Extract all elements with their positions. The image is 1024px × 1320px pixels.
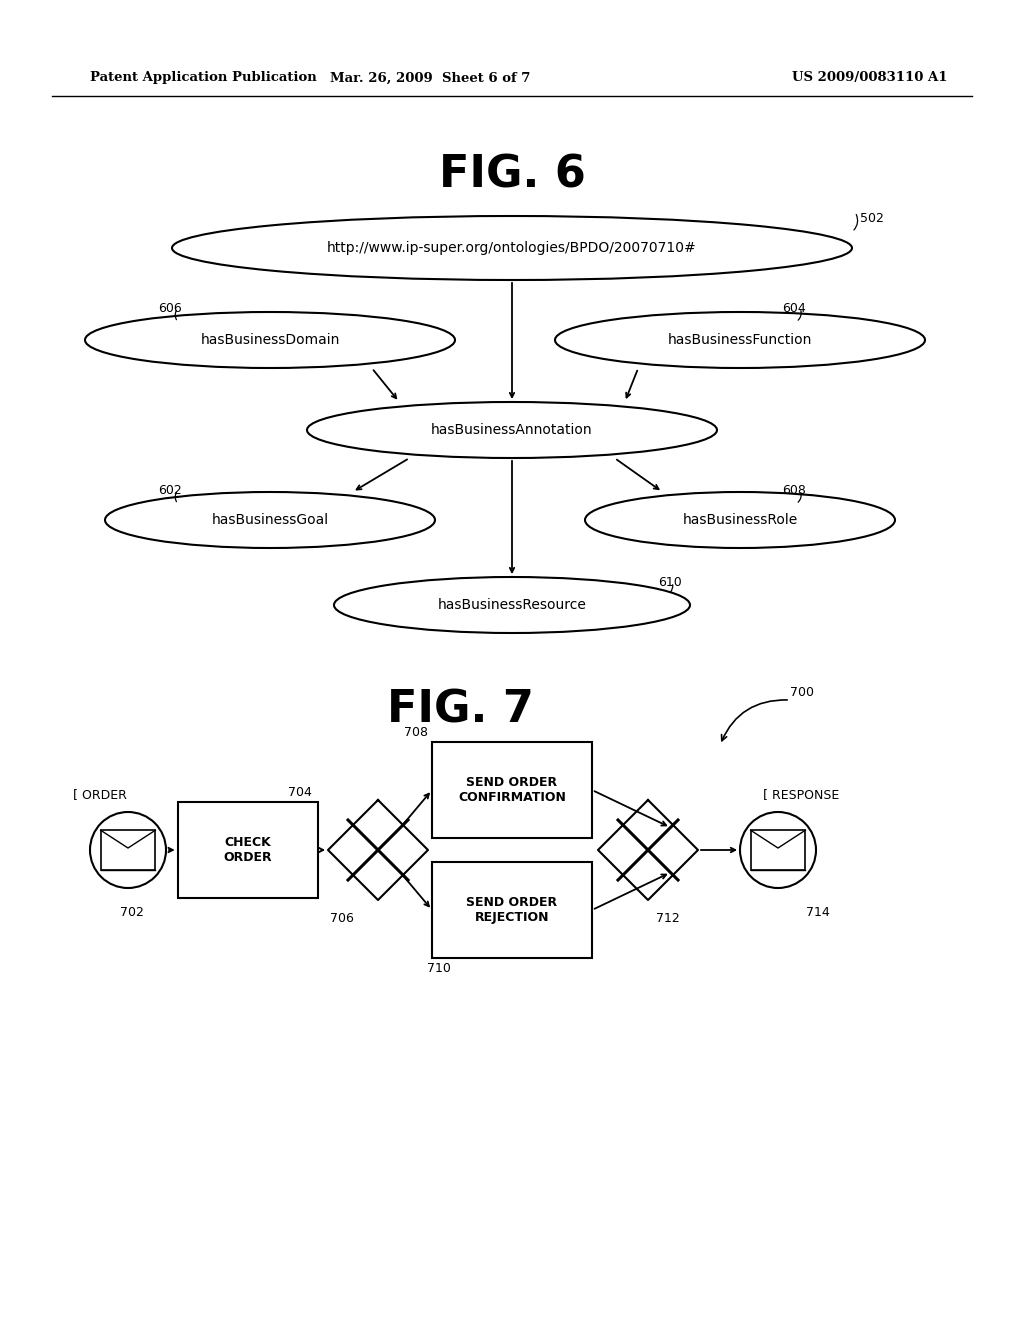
Text: 708: 708 bbox=[404, 726, 428, 738]
Text: 702: 702 bbox=[120, 906, 144, 919]
Text: FIG. 7: FIG. 7 bbox=[387, 689, 534, 731]
Text: 610: 610 bbox=[658, 576, 682, 589]
Text: [ RESPONSE: [ RESPONSE bbox=[763, 788, 840, 801]
Text: 602: 602 bbox=[158, 483, 181, 496]
Text: hasBusinessGoal: hasBusinessGoal bbox=[211, 513, 329, 527]
Bar bbox=[432, 862, 592, 958]
Text: 606: 606 bbox=[158, 301, 181, 314]
Text: 712: 712 bbox=[656, 912, 680, 924]
Text: hasBusinessResource: hasBusinessResource bbox=[437, 598, 587, 612]
Bar bbox=[432, 742, 592, 838]
Text: 706: 706 bbox=[330, 912, 354, 924]
Text: hasBusinessFunction: hasBusinessFunction bbox=[668, 333, 812, 347]
Text: SEND ORDER
CONFIRMATION: SEND ORDER CONFIRMATION bbox=[458, 776, 566, 804]
Text: 714: 714 bbox=[806, 906, 829, 919]
Text: US 2009/0083110 A1: US 2009/0083110 A1 bbox=[793, 71, 948, 84]
Bar bbox=[100, 830, 156, 870]
Text: Patent Application Publication: Patent Application Publication bbox=[90, 71, 316, 84]
Text: Mar. 26, 2009  Sheet 6 of 7: Mar. 26, 2009 Sheet 6 of 7 bbox=[330, 71, 530, 84]
Bar bbox=[177, 803, 318, 898]
Text: hasBusinessAnnotation: hasBusinessAnnotation bbox=[431, 422, 593, 437]
Text: FIG. 6: FIG. 6 bbox=[438, 153, 586, 197]
Text: 608: 608 bbox=[782, 483, 806, 496]
Text: SEND ORDER
REJECTION: SEND ORDER REJECTION bbox=[467, 896, 557, 924]
Text: hasBusinessDomain: hasBusinessDomain bbox=[201, 333, 340, 347]
Bar bbox=[751, 830, 805, 870]
Text: http://www.ip-super.org/ontologies/BPDO/20070710#: http://www.ip-super.org/ontologies/BPDO/… bbox=[327, 242, 697, 255]
Text: 700: 700 bbox=[790, 686, 814, 700]
Text: [ ORDER: [ ORDER bbox=[73, 788, 127, 801]
Text: 710: 710 bbox=[427, 961, 451, 974]
Text: hasBusinessRole: hasBusinessRole bbox=[682, 513, 798, 527]
Text: CHECK
ORDER: CHECK ORDER bbox=[223, 836, 272, 865]
Text: 604: 604 bbox=[782, 301, 806, 314]
Text: 704: 704 bbox=[288, 785, 312, 799]
Text: 502: 502 bbox=[860, 211, 884, 224]
